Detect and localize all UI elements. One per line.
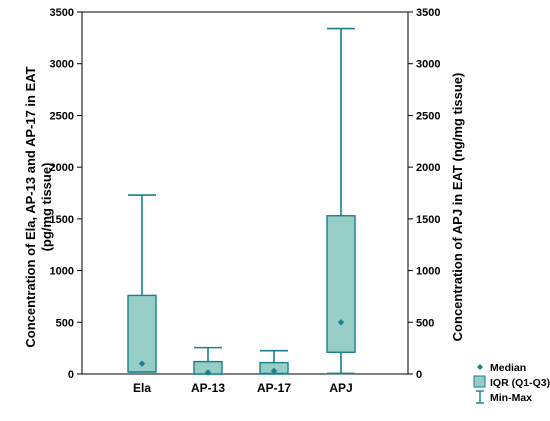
left-tick-label: 500 [56,317,74,329]
right-tick-label: 2500 [416,110,440,122]
x-tick-label: AP-13 [191,381,225,395]
left-tick-label: 0 [68,369,74,381]
legend-label: IQR (Q1-Q3) [490,377,550,389]
left-axis-label: Concentration of Ela, AP-13 and AP-17 in… [23,66,54,347]
right-axis-label-text: Concentration of APJ in EAT (ng/mg tissu… [450,73,465,342]
right-tick-label: 2000 [416,162,440,174]
legend-label: Median [490,362,526,374]
legend-label: Min-Max [490,392,532,404]
right-axis-label: Concentration of APJ in EAT (ng/mg tissu… [450,73,465,342]
right-tick-label: 3500 [416,7,440,19]
left-tick-label: 1000 [50,266,74,278]
x-axis-labels: Ela AP-13 AP-17 APJ [133,381,353,395]
box-ap-17 [260,351,288,374]
box-ela [128,195,156,372]
x-tick-label: Ela [133,381,151,395]
box-series [128,29,355,376]
iqr-box [327,216,355,353]
legend-item-minmax: Min-Max [476,391,532,404]
right-axis-ticks: 0 500 1000 1500 2000 2500 3000 3500 [408,7,440,381]
legend-item-median: Median [477,362,526,374]
right-tick-label: 1500 [416,214,440,226]
x-tick-label: AP-17 [257,381,291,395]
left-tick-label: 3500 [50,7,74,19]
right-tick-label: 3000 [416,59,440,71]
left-axis-label-line: (pg/mg tissue) [39,163,54,252]
x-tick-label: APJ [329,381,352,395]
legend-item-iqr: IQR (Q1-Q3) [474,376,550,389]
iqr-box [128,295,156,372]
box-ap-13 [194,348,222,376]
left-tick-label: 3000 [50,59,74,71]
right-tick-label: 1000 [416,266,440,278]
box-apj [327,29,355,374]
legend-iqr-swatch [474,376,485,387]
right-tick-label: 500 [416,317,434,329]
left-axis-label-line: Concentration of Ela, AP-13 and AP-17 in… [23,66,38,347]
legend: Median IQR (Q1-Q3) Min-Max [474,362,550,404]
right-tick-label: 0 [416,369,422,381]
legend-median-marker [477,364,483,370]
left-tick-label: 2500 [50,110,74,122]
